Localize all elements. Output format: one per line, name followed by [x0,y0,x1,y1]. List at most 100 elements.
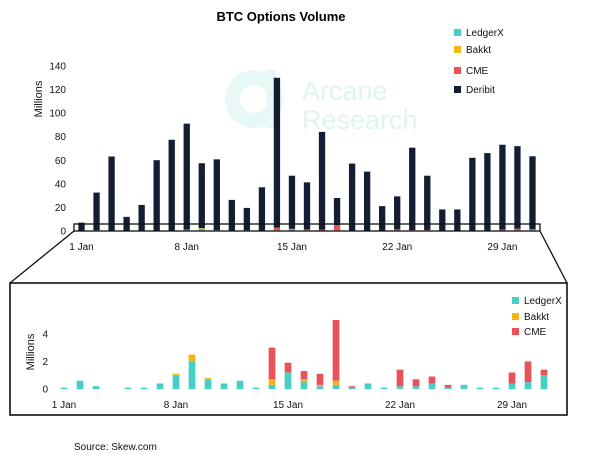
bar-deribit-21-jan [379,206,386,231]
bar-ledgerx-15-jan [284,372,292,389]
bar-deribit-15-jan [288,175,296,229]
legend-ledgerx-swatch [454,29,461,36]
bar-cme-24-jan [428,376,436,384]
top-x-ticks: 1 Jan 8 Jan 15 Jan 22 Jan 29 Jan [69,242,517,253]
bar-deribit-26-jan [454,209,461,231]
bar-deribit-24-jan [424,175,431,230]
bar-deribit-5-jan [138,204,145,231]
bottom-legend-ledgerx-label: LedgerX [524,296,562,307]
bar-cme-15-jan [288,228,296,230]
bottom-y-ticks: 0 2 4 [42,329,48,395]
bar-cme-30-jan [514,228,521,231]
bar-bakkt-17-jan [316,384,324,387]
bar-cme-14-jan [268,347,276,380]
bottom-y-axis-label: Millions [25,333,37,370]
bottom-legend-bakkt-swatch [512,313,519,320]
bar-ledgerx-8-jan [172,375,180,389]
bar-ledgerx-23-jan [412,386,420,389]
bar-ledgerx-28-jan [492,387,500,389]
y-tick-label: 100 [49,109,66,120]
watermark-logo-inner-icon [240,85,268,113]
y-tick-label: 60 [55,156,67,167]
bar-ledgerx-3-jan [92,386,100,389]
bar-cme-16-jan [300,371,308,380]
bar-cme-22-jan [396,369,404,387]
bar-deribit-16-jan [303,182,311,230]
x-tick-label: 8 Jan [175,242,199,253]
bar-deribit-14-jan [273,77,281,228]
bar-cme-24-jan [424,229,431,231]
bar-deribit-17-jan [318,131,326,230]
bar-cme-18-jan [332,320,340,381]
bar-deribit-19-jan [348,163,356,231]
zoom-panel-frame [9,282,568,416]
bar-deribit-9-jan [198,163,205,229]
bar-deribit-2-jan [93,192,100,231]
x-tick-label: 29 Jan [487,242,517,253]
x-tick-label: 15 Jan [277,242,307,253]
bar-ledgerx-10-jan [204,379,212,389]
bar-cme-22-jan [394,229,401,231]
y-tick-label: 80 [55,132,67,143]
legend-bakkt-swatch [454,46,461,53]
bar-deribit-28-jan [484,153,491,231]
x-tick-label: 1 Jan [69,242,93,253]
bar-deribit-29-jan [499,144,506,230]
y-tick-label: 40 [55,179,67,190]
bar-ledgerx-1-jan [60,387,68,389]
bar-cme-18-jan [333,225,341,231]
bar-deribit-27-jan [469,157,476,231]
bar-deribit-25-jan [439,209,446,231]
legend-bakkt-label: Bakkt [466,45,491,56]
bar-ledgerx-18-jan [332,384,340,389]
bar-cme-30-jan [524,361,532,383]
y-tick-label: 120 [49,85,66,96]
bottom-legend-bakkt-label: Bakkt [524,312,549,323]
source-note: Source: Skew.com [74,442,157,453]
bar-deribit-10-jan [213,159,220,231]
top-y-ticks: 0 20 40 60 80 100 120 140 [49,62,66,238]
bar-cme-19-jan [348,386,356,388]
top-bars [78,77,536,231]
bar-ledgerx-26-jan [460,384,468,389]
bar-ledgerx-14-jan [268,384,276,389]
chart-title: BTC Options Volume [216,9,345,24]
bar-ledgerx-2-jan [76,380,84,389]
bar-cme-16-jan [303,229,311,231]
bottom-legend: LedgerX Bakkt CME [512,296,562,338]
bar-deribit-20-jan [363,171,371,231]
bar-deribit-1-jan [78,222,85,231]
bottom-x-ticks: 1 Jan 8 Jan 15 Jan 22 Jan 29 Jan [52,400,527,411]
bar-deribit-13-jan [258,187,266,231]
x-tick-label: 1 Jan [52,400,76,411]
y-tick-label: 0 [42,385,48,396]
bar-bakkt-18-jan [332,380,340,385]
watermark-line1: Arcane [302,76,388,106]
bar-deribit-7-jan [168,139,175,231]
bar-bakkt-14-jan [268,379,276,385]
bar-ledgerx-29-jan [508,383,516,389]
watermark: Arcane Research [225,70,418,135]
zoom-connector-left [9,230,75,284]
zoom-region-box [73,223,541,232]
bar-ledgerx-6-jan [140,387,148,389]
bar-ledgerx-19-jan [348,387,356,389]
x-tick-label: 8 Jan [164,400,188,411]
bar-ledgerx-15-jan [288,229,296,231]
bar-ledgerx-12-jan [236,380,244,389]
x-tick-label: 22 Jan [385,400,415,411]
bar-deribit-18-jan [333,198,341,226]
bar-deribit-8-jan [183,123,190,230]
bar-deribit-23-jan [409,147,416,231]
x-tick-label: 15 Jan [273,400,303,411]
bar-ledgerx-16-jan [300,382,308,389]
bar-deribit-6-jan [153,160,160,231]
legend-cme-swatch [454,67,461,74]
y-tick-label: 0 [60,227,66,238]
y-tick-label: 4 [42,329,48,340]
bar-cme-17-jan [316,373,324,385]
legend-deribit-swatch [454,86,461,93]
legend-deribit-label: Deribit [466,85,495,96]
bar-ledgerx-22-jan [396,386,404,389]
